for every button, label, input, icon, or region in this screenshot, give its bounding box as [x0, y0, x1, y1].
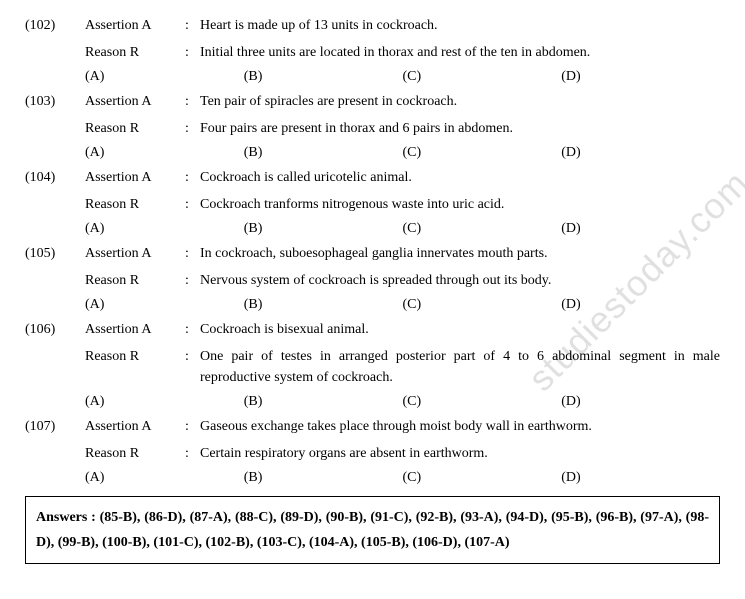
option-c: (C) — [403, 394, 562, 410]
colon: : — [185, 194, 200, 215]
option-b: (B) — [244, 145, 403, 161]
question-105: (105) Assertion A : In cockroach, suboes… — [25, 243, 720, 313]
question-106: (106) Assertion A : Cockroach is bisexua… — [25, 319, 720, 410]
question-102: (102) Assertion A : Heart is made up of … — [25, 15, 720, 85]
colon: : — [185, 416, 200, 437]
option-d: (D) — [561, 470, 720, 486]
reason-text: Initial three units are located in thora… — [200, 42, 720, 63]
option-a: (A) — [85, 394, 244, 410]
reason-label: Reason R — [85, 42, 185, 63]
colon: : — [185, 319, 200, 340]
option-b: (B) — [244, 221, 403, 237]
reason-text: Cockroach tranforms nitrogenous waste in… — [200, 194, 720, 215]
option-c: (C) — [403, 69, 562, 85]
reason-text: One pair of testes in arranged posterior… — [200, 346, 720, 388]
option-a: (A) — [85, 221, 244, 237]
question-104: (104) Assertion A : Cockroach is called … — [25, 167, 720, 237]
question-number: (103) — [25, 91, 85, 112]
option-c: (C) — [403, 297, 562, 313]
assertion-label: Assertion A — [85, 319, 185, 340]
reason-label: Reason R — [85, 443, 185, 464]
answers-box: Answers : (85-B), (86-D), (87-A), (88-C)… — [25, 496, 720, 564]
reason-label: Reason R — [85, 194, 185, 215]
question-number: (104) — [25, 167, 85, 188]
option-b: (B) — [244, 69, 403, 85]
assertion-text: Ten pair of spiracles are present in coc… — [200, 91, 720, 112]
answers-text: (85-B), (86-D), (87-A), (88-C), (89-D), … — [36, 510, 709, 550]
reason-label: Reason R — [85, 118, 185, 139]
option-a: (A) — [85, 297, 244, 313]
question-number: (106) — [25, 319, 85, 340]
options-row: (A) (B) (C) (D) — [25, 470, 720, 486]
assertion-text: Cockroach is bisexual animal. — [200, 319, 720, 340]
option-a: (A) — [85, 145, 244, 161]
option-d: (D) — [561, 221, 720, 237]
colon: : — [185, 15, 200, 36]
assertion-label: Assertion A — [85, 243, 185, 264]
colon: : — [185, 443, 200, 464]
assertion-text: Gaseous exchange takes place through moi… — [200, 416, 720, 437]
assertion-text: Cockroach is called uricotelic animal. — [200, 167, 720, 188]
colon: : — [185, 243, 200, 264]
option-d: (D) — [561, 145, 720, 161]
option-c: (C) — [403, 470, 562, 486]
option-d: (D) — [561, 297, 720, 313]
option-c: (C) — [403, 221, 562, 237]
question-number: (107) — [25, 416, 85, 437]
option-d: (D) — [561, 69, 720, 85]
option-b: (B) — [244, 394, 403, 410]
options-row: (A) (B) (C) (D) — [25, 145, 720, 161]
reason-label: Reason R — [85, 270, 185, 291]
colon: : — [185, 42, 200, 63]
assertion-text: In cockroach, suboesophageal ganglia inn… — [200, 243, 720, 264]
colon: : — [185, 167, 200, 188]
assertion-label: Assertion A — [85, 91, 185, 112]
options-row: (A) (B) (C) (D) — [25, 297, 720, 313]
options-row: (A) (B) (C) (D) — [25, 221, 720, 237]
assertion-label: Assertion A — [85, 416, 185, 437]
option-a: (A) — [85, 470, 244, 486]
reason-text: Nervous system of cockroach is spreaded … — [200, 270, 720, 291]
colon: : — [185, 270, 200, 291]
question-number: (102) — [25, 15, 85, 36]
colon: : — [185, 346, 200, 388]
reason-label: Reason R — [85, 346, 185, 388]
reason-text: Four pairs are present in thorax and 6 p… — [200, 118, 720, 139]
assertion-label: Assertion A — [85, 15, 185, 36]
option-a: (A) — [85, 69, 244, 85]
option-d: (D) — [561, 394, 720, 410]
answers-label: Answers : — [36, 510, 100, 525]
assertion-text: Heart is made up of 13 units in cockroac… — [200, 15, 720, 36]
options-row: (A) (B) (C) (D) — [25, 394, 720, 410]
option-c: (C) — [403, 145, 562, 161]
assertion-label: Assertion A — [85, 167, 185, 188]
option-b: (B) — [244, 297, 403, 313]
colon: : — [185, 118, 200, 139]
option-b: (B) — [244, 470, 403, 486]
reason-text: Certain respiratory organs are absent in… — [200, 443, 720, 464]
question-107: (107) Assertion A : Gaseous exchange tak… — [25, 416, 720, 486]
options-row: (A) (B) (C) (D) — [25, 69, 720, 85]
colon: : — [185, 91, 200, 112]
question-number: (105) — [25, 243, 85, 264]
question-103: (103) Assertion A : Ten pair of spiracle… — [25, 91, 720, 161]
